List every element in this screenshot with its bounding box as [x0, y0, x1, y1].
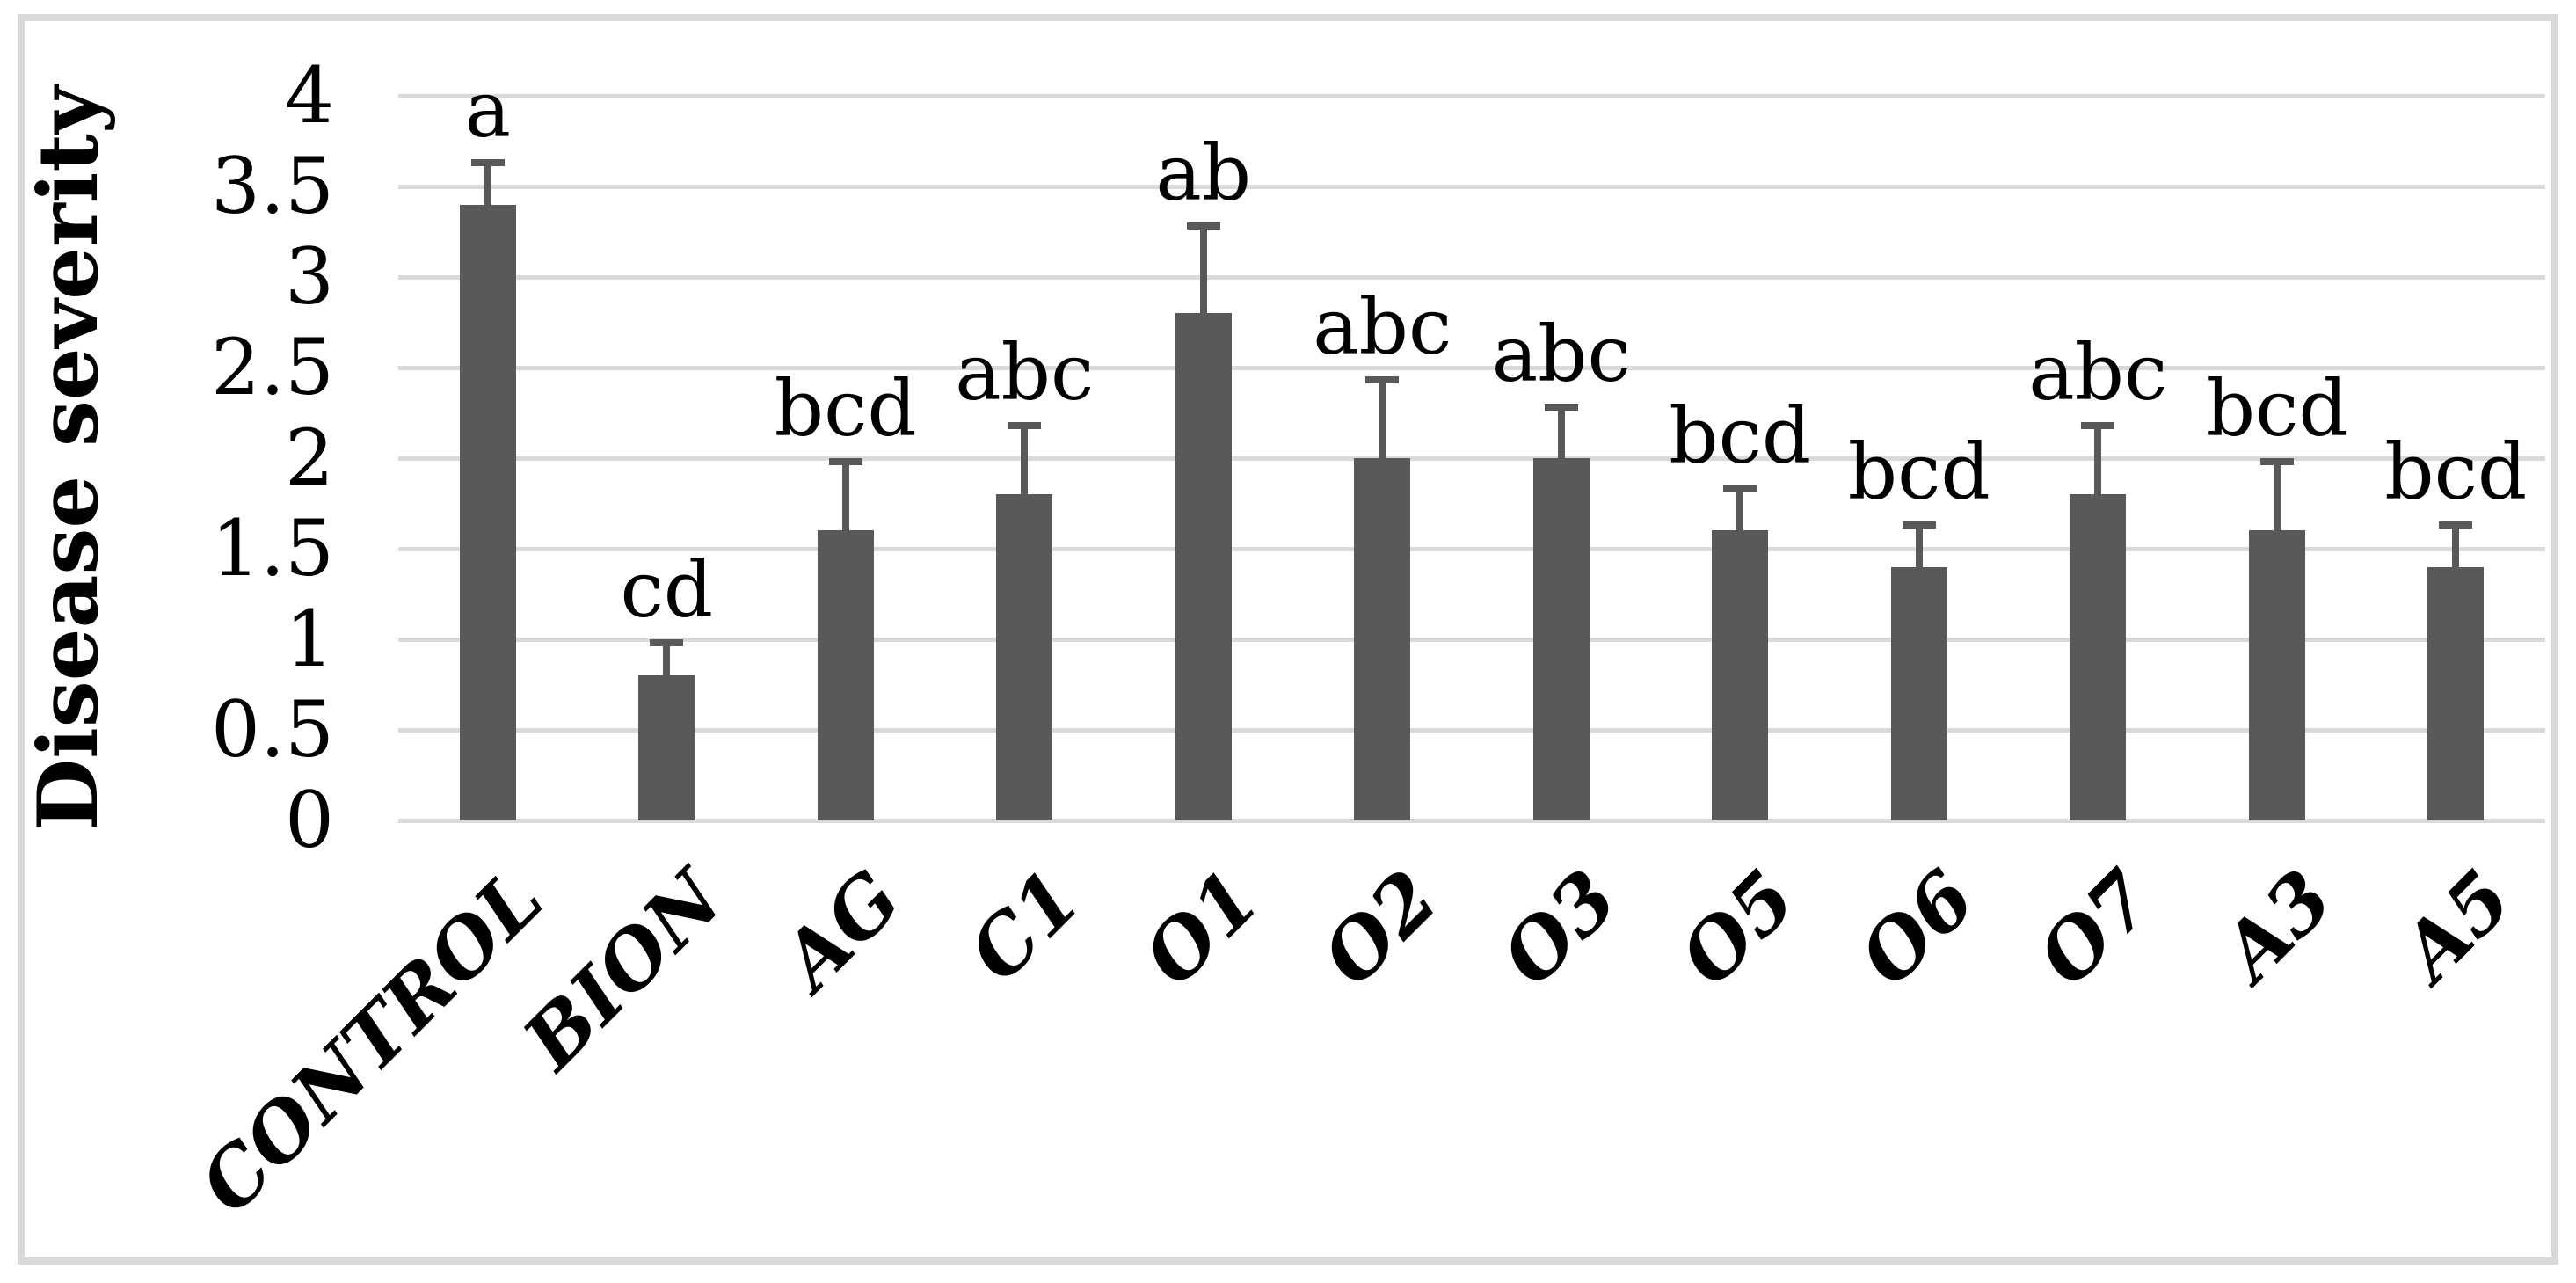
significance-letter-O2: abc	[1313, 281, 1452, 373]
error-bar-cap-AG	[828, 458, 862, 465]
significance-letter-O3: abc	[1491, 309, 1631, 400]
error-bar-cap-A3	[2259, 458, 2294, 465]
gridline-y-0	[398, 819, 2545, 823]
y-tick-label-3.5: 3.5	[211, 141, 334, 231]
bar-O6	[1890, 566, 1947, 820]
y-tick-label-0.5: 0.5	[211, 684, 334, 775]
error-bar-cap-C1	[1008, 421, 1042, 429]
significance-letter-O7: abc	[2028, 326, 2168, 418]
significance-letter-A3: bcd	[2205, 363, 2348, 454]
bar-O1	[1175, 313, 1232, 820]
gridline-y-1	[398, 638, 2545, 642]
bar-A5	[2427, 566, 2485, 820]
error-bar-cap-A5	[2439, 521, 2473, 529]
error-bar-whisker-A5	[2452, 521, 2460, 567]
gridline-y-2	[398, 456, 2545, 461]
gridline-y-2.5	[398, 366, 2545, 370]
error-bar-cap-O5	[1723, 485, 1757, 492]
bar-O5	[1712, 530, 1769, 820]
error-bar-whisker-AG	[841, 458, 849, 531]
y-tick-label-3: 3	[285, 231, 334, 322]
y-tick-label-1: 1	[285, 594, 334, 684]
error-bar-whisker-CONTROL	[484, 159, 491, 205]
bar-O3	[1532, 458, 1590, 820]
y-tick-label-2.5: 2.5	[211, 322, 334, 412]
bar-BION	[638, 675, 695, 820]
gridline-y-0.5	[398, 728, 2545, 733]
gridline-y-4	[398, 94, 2545, 98]
bar-CONTROL	[459, 204, 516, 820]
error-bar-cap-O3	[1544, 404, 1578, 412]
bar-C1	[996, 494, 1053, 820]
gridline-y-3.5	[398, 185, 2545, 189]
error-bar-cap-O1	[1186, 222, 1220, 230]
error-bar-cap-O7	[2081, 421, 2115, 429]
significance-letter-AG: bcd	[774, 363, 917, 454]
error-bar-whisker-A3	[2273, 458, 2281, 531]
bar-O2	[1354, 458, 1411, 820]
error-bar-whisker-O3	[1557, 404, 1565, 458]
error-bar-whisker-O5	[1736, 485, 1744, 531]
error-bar-whisker-BION	[663, 639, 671, 676]
error-bar-whisker-O2	[1379, 376, 1386, 458]
bar-A3	[2248, 530, 2305, 820]
bar-O7	[2070, 494, 2127, 820]
y-tick-label-2: 2	[285, 412, 334, 503]
gridline-y-1.5	[398, 547, 2545, 551]
error-bar-whisker-O6	[1915, 521, 1923, 567]
significance-letter-O6: bcd	[1847, 426, 1990, 518]
significance-letter-O1: ab	[1155, 128, 1252, 219]
significance-letter-C1: abc	[955, 326, 1095, 418]
bar-AG	[817, 530, 874, 820]
error-bar-cap-O6	[1902, 521, 1936, 529]
y-tick-label-4: 4	[285, 50, 334, 141]
y-tick-label-1.5: 1.5	[211, 503, 334, 594]
error-bar-cap-O2	[1365, 376, 1400, 384]
error-bar-cap-CONTROL	[470, 159, 505, 167]
y-tick-label-0: 0	[285, 775, 334, 865]
gridline-y-3	[398, 275, 2545, 280]
error-bar-whisker-O1	[1199, 222, 1207, 314]
significance-letter-A5: bcd	[2384, 426, 2528, 518]
significance-letter-CONTROL: a	[464, 64, 511, 156]
significance-letter-O5: bcd	[1669, 390, 1812, 481]
error-bar-whisker-C1	[1021, 421, 1029, 495]
error-bar-whisker-O7	[2094, 421, 2102, 495]
error-bar-cap-BION	[650, 639, 684, 646]
significance-letter-BION: cd	[620, 544, 714, 635]
